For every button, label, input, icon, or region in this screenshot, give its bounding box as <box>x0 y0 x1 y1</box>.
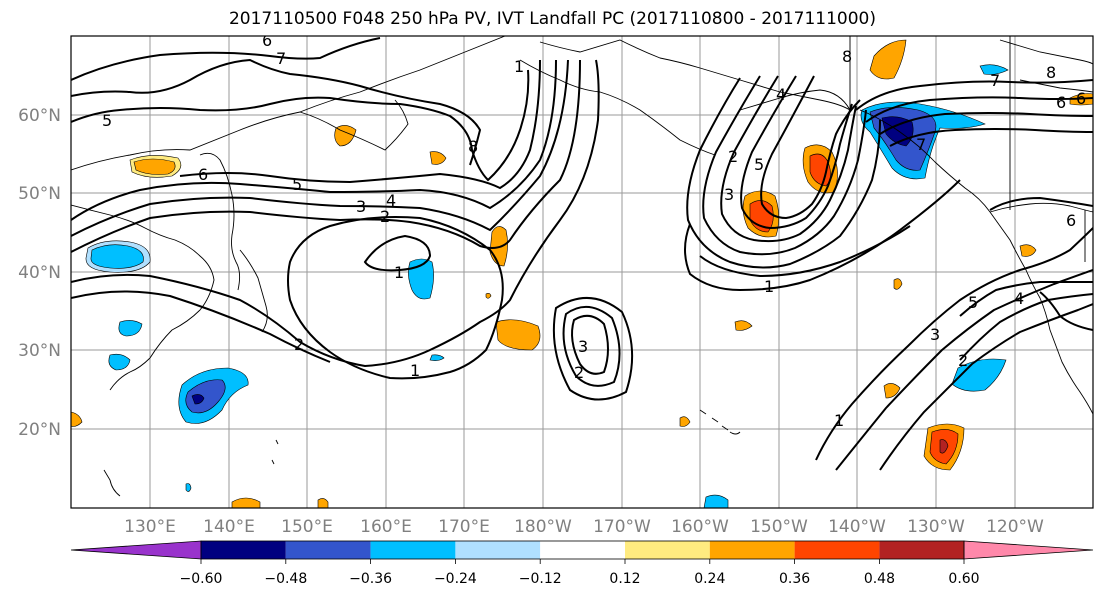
contour-label: 3 <box>578 337 588 356</box>
colorbar-segment <box>285 541 371 559</box>
latitude-labels: 60°N 50°N 40°N 30°N 20°N <box>18 106 61 440</box>
contour-label: 2 <box>294 335 304 354</box>
contour-label: 2 <box>380 207 390 226</box>
contour-label: 1 <box>410 361 420 380</box>
pv-contours <box>71 37 1093 471</box>
lat-label: 40°N <box>18 263 61 283</box>
contour-label: 2 <box>958 351 968 370</box>
colorbar-tick-label: −0.12 <box>519 571 562 587</box>
lon-label: 140°W <box>828 517 886 537</box>
contour-label: 1 <box>394 263 404 282</box>
colorbar-tick-label: 0.24 <box>694 571 725 587</box>
lat-label: 50°N <box>18 184 61 204</box>
contour-label: 5 <box>292 175 302 194</box>
colorbar-tick-label: −0.36 <box>349 571 392 587</box>
lon-label: 160°E <box>360 517 412 537</box>
contour-label: 8 <box>842 47 852 66</box>
contour-label: 3 <box>724 185 734 204</box>
lat-label: 60°N <box>18 106 61 126</box>
colorbar-tick-label: 0.12 <box>609 571 640 587</box>
contour-label: 2 <box>728 147 738 166</box>
lon-label: 150°E <box>281 517 333 537</box>
contour-label: 4 <box>386 191 396 210</box>
longitude-labels: 130°E 140°E 150°E 160°E 170°E 180°W 170°… <box>124 517 1044 537</box>
contour-label: 6 <box>198 165 208 184</box>
lon-label: 180°W <box>514 517 572 537</box>
lon-label: 170°W <box>593 517 651 537</box>
contour-label: 1 <box>514 57 524 76</box>
contour-label: 4 <box>776 85 786 104</box>
colorbar-right-extension <box>963 540 1094 560</box>
lon-label: 160°W <box>671 517 729 537</box>
colorbar-segment <box>370 541 456 559</box>
contour-label: 2 <box>574 363 584 382</box>
colorbar-segment <box>455 541 541 559</box>
lon-label: 140°E <box>203 517 255 537</box>
colorbar-tick-label: −0.60 <box>180 571 223 587</box>
colorbar-tick-label: −0.24 <box>434 571 477 587</box>
colorbar: −0.60 −0.48 −0.36 −0.24 −0.12 0.12 0.24 … <box>70 540 1094 587</box>
lon-label: 130°E <box>124 517 176 537</box>
lon-label: 130°W <box>907 517 965 537</box>
lat-label: 30°N <box>18 341 61 361</box>
colorbar-tick-label: 0.60 <box>948 571 979 587</box>
colorbar-segment <box>709 541 795 559</box>
contour-label: 6 <box>1076 89 1086 108</box>
contour-label: 1 <box>764 277 774 296</box>
colorbar-segment <box>540 541 625 559</box>
contour-labels: 6 7 5 6 5 4 3 2 8 1 2 1 3 1 8 7 6 5 4 3 … <box>102 31 1086 430</box>
contour-label: 8 <box>1046 63 1056 82</box>
contour-label: 6 <box>262 31 272 50</box>
contour-label: 6 <box>1066 211 1076 230</box>
contour-label: 7 <box>990 71 1000 90</box>
colorbar-tick-label: 0.36 <box>779 571 810 587</box>
contour-label: 5 <box>968 293 978 312</box>
contour-label: 3 <box>930 325 940 344</box>
colorbar-left-extension <box>70 540 202 560</box>
coastlines <box>71 36 1093 497</box>
colorbar-segment <box>625 541 710 559</box>
colorbar-segment <box>201 541 286 559</box>
contour-label: 1 <box>834 411 844 430</box>
contour-label: 4 <box>1014 289 1024 308</box>
contour-label: 6 <box>1056 93 1066 112</box>
colorbar-segment <box>794 541 880 559</box>
contour-label: 7 <box>276 49 286 68</box>
lon-label: 170°E <box>438 517 490 537</box>
plot-title: 2017110500 F048 250 hPa PV, IVT Landfall… <box>228 9 876 29</box>
contour-label: 7 <box>916 135 926 154</box>
contour-label: 3 <box>356 197 366 216</box>
lon-label: 150°W <box>750 517 808 537</box>
contour-label: 8 <box>468 137 478 156</box>
lat-label: 20°N <box>18 420 61 440</box>
contour-label: 5 <box>754 155 764 174</box>
colorbar-tick-label: 0.48 <box>864 571 895 587</box>
colorbar-tick-label: −0.48 <box>264 571 307 587</box>
map-frame <box>70 35 1094 509</box>
lon-label: 120°W <box>986 517 1044 537</box>
contour-label: 5 <box>102 111 112 130</box>
colorbar-segment <box>879 541 964 559</box>
